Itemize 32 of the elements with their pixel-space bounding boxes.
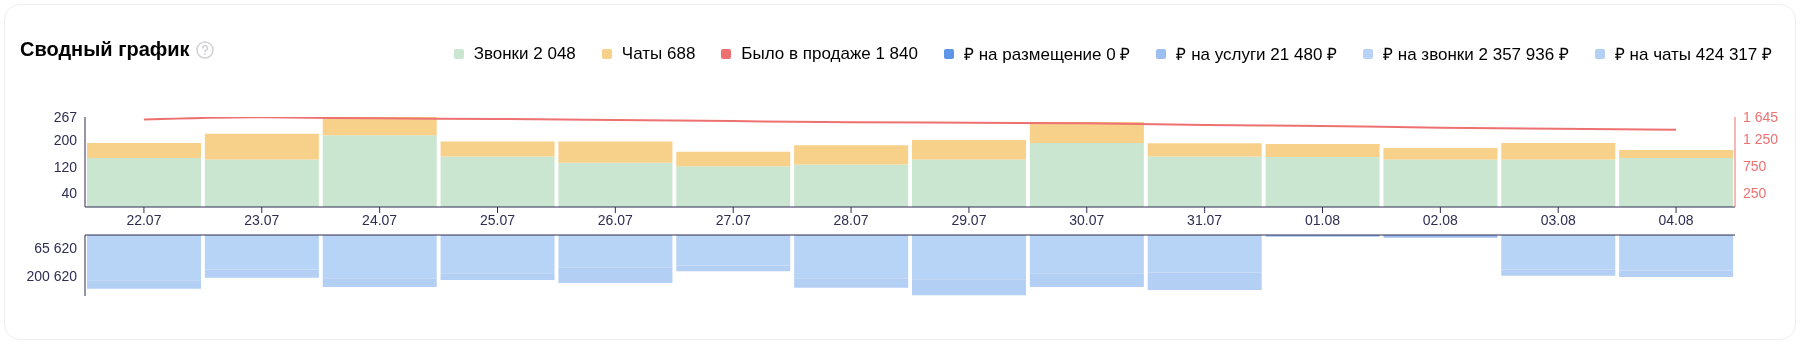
x-tick-label: 03.08 <box>1540 211 1576 228</box>
x-tick-label: 27.07 <box>715 211 751 228</box>
legend-label: ₽ на звонки 2 357 936 ₽ <box>1383 44 1569 65</box>
x-tick-label: 30.07 <box>1069 211 1105 228</box>
x-tick-label: 26.07 <box>597 211 634 228</box>
y-tick-label: 65 620 <box>34 240 78 257</box>
x-tick-label: 31.07 <box>1187 211 1223 228</box>
legend-label: ₽ на чаты 424 317 ₽ <box>1614 44 1772 65</box>
legend-label: ₽ на размещение 0 ₽ <box>963 44 1131 65</box>
y-tick-label: 120 <box>53 158 78 175</box>
x-tick-label: 29.07 <box>951 211 987 228</box>
legend-label: Чаты 688 <box>621 43 696 64</box>
y-tick-label: 200 620 <box>26 267 78 284</box>
x-tick-label: 25.07 <box>479 211 516 228</box>
y2-tick-label: 250 <box>1743 185 1767 202</box>
x-tick-label: 04.08 <box>1658 211 1694 228</box>
y-tick-label: 267 <box>53 108 78 125</box>
chart-title: Сводный график <box>20 38 190 61</box>
legend-label: ₽ на услуги 21 480 ₽ <box>1176 44 1338 65</box>
y-tick-label: 40 <box>61 185 78 202</box>
x-tick-label: 01.08 <box>1304 211 1341 228</box>
y-tick-label: 200 <box>53 131 78 148</box>
x-tick-label: 28.07 <box>833 211 869 228</box>
y2-tick-label: 1 645 <box>1743 108 1779 125</box>
x-tick-label: 24.07 <box>362 211 398 228</box>
y2-tick-label: 750 <box>1743 157 1767 174</box>
y2-tick-label: 1 250 <box>1743 130 1779 147</box>
legend-label: Звонки 2 048 <box>473 43 576 64</box>
x-tick-label: 02.08 <box>1422 211 1459 228</box>
x-tick-label: 23.07 <box>244 211 280 228</box>
x-tick-label: 22.07 <box>126 211 162 228</box>
legend-label: Было в продаже 1 840 <box>741 43 918 64</box>
